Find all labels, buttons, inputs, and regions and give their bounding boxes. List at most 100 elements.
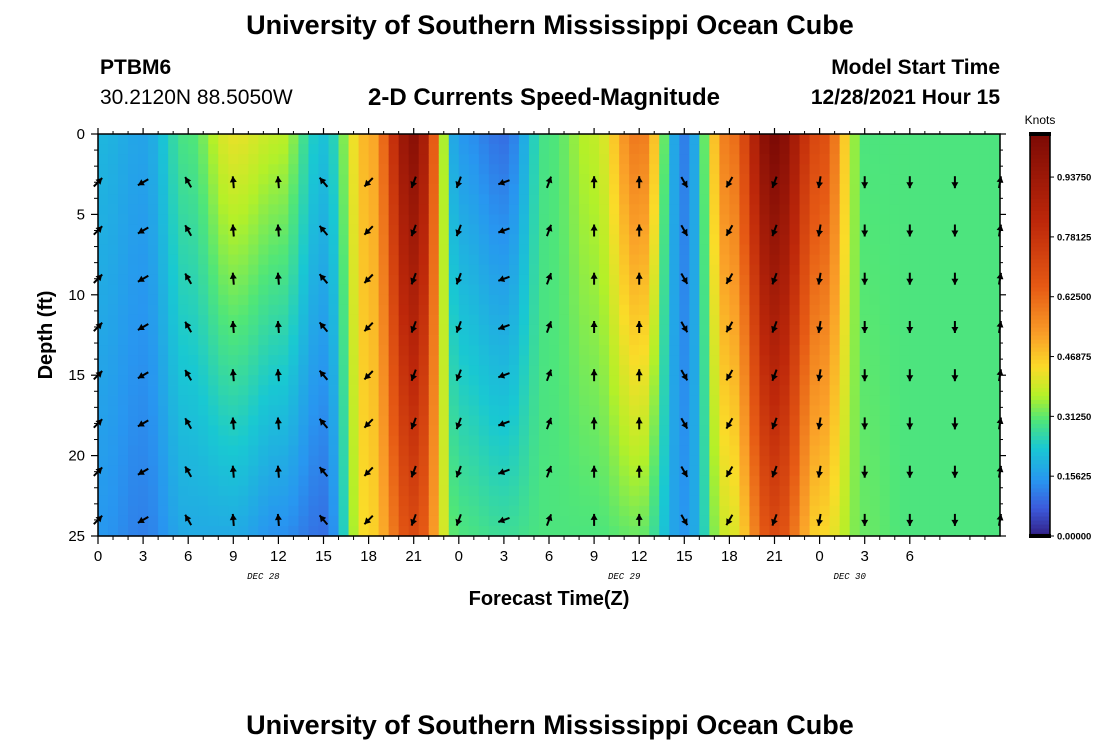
heatmap-cell — [178, 284, 189, 296]
heatmap-cell — [809, 485, 821, 497]
heatmap-cell — [448, 194, 460, 205]
heatmap-cell — [859, 455, 871, 467]
heatmap-cell — [609, 445, 620, 457]
heatmap-cell — [308, 345, 320, 356]
heatmap-cell — [579, 485, 590, 497]
heatmap-cell — [749, 365, 761, 376]
heatmap-cell — [418, 324, 430, 336]
heatmap-cell — [248, 435, 259, 447]
heatmap-cell — [298, 505, 310, 517]
heatmap-cell — [138, 284, 149, 296]
heatmap-cell — [348, 505, 360, 517]
heatmap-cell — [569, 405, 580, 416]
heatmap-cell — [348, 214, 360, 226]
heatmap-cell — [298, 284, 310, 296]
current-arrow — [497, 420, 510, 427]
heatmap-cell — [639, 204, 650, 215]
heatmap-cell — [959, 314, 971, 326]
heatmap-cell — [168, 345, 179, 356]
heatmap-cell — [679, 214, 690, 226]
heatmap-cell — [438, 465, 450, 477]
heatmap-cell — [218, 264, 229, 276]
heatmap-cell — [659, 505, 670, 517]
heatmap-cell — [659, 304, 670, 316]
heatmap-cell — [438, 475, 450, 487]
colorbar-tick-label: 0.31250 — [1057, 412, 1091, 423]
heatmap-cell — [959, 365, 971, 376]
heatmap-cell — [639, 284, 650, 296]
heatmap-cell — [879, 314, 891, 326]
heatmap-cell — [709, 324, 720, 336]
heatmap-cell — [198, 144, 209, 155]
heatmap-cell — [889, 475, 901, 487]
heatmap-cell — [669, 355, 680, 366]
heatmap-cell — [749, 465, 761, 477]
colorbar-cell — [1030, 278, 1050, 284]
heatmap-cell — [408, 375, 420, 386]
heatmap-cell — [218, 455, 229, 467]
heatmap-cell — [298, 164, 310, 175]
heatmap-cell — [398, 294, 410, 306]
heatmap-cell — [559, 425, 570, 437]
heatmap-cell — [649, 284, 660, 296]
heatmap-cell — [148, 495, 159, 507]
heatmap-cell — [549, 465, 560, 477]
heatmap-cell — [709, 184, 720, 195]
heatmap-cell — [288, 264, 300, 276]
heatmap-cell — [158, 385, 169, 396]
heatmap-cell — [368, 435, 380, 447]
heatmap-cell — [428, 505, 440, 517]
heatmap-cell — [759, 345, 771, 356]
heatmap-cell — [228, 455, 239, 467]
heatmap-cell — [949, 294, 961, 306]
heatmap-cell — [268, 375, 279, 386]
x-tick-label: 6 — [906, 548, 914, 565]
heatmap-cell — [388, 254, 400, 266]
heatmap-cell — [989, 405, 1001, 416]
heatmap-cell — [659, 515, 670, 527]
heatmap-cell — [989, 455, 1001, 467]
heatmap-cell — [498, 264, 510, 276]
heatmap-cell — [318, 495, 330, 507]
heatmap-cell — [669, 435, 680, 447]
heatmap-cell — [589, 505, 600, 517]
heatmap-cell — [278, 385, 290, 396]
heatmap-cell — [619, 455, 630, 467]
heatmap-cell — [659, 154, 670, 165]
current-arrow — [545, 465, 553, 478]
heatmap-cell — [919, 335, 931, 346]
x-tick-label: 0 — [455, 548, 463, 565]
heatmap-cell — [619, 174, 630, 185]
heatmap-cell — [729, 395, 741, 406]
heatmap-cell — [498, 134, 510, 145]
heatmap-cell — [508, 425, 520, 437]
colorbar-cell — [1030, 395, 1050, 400]
heatmap-cell — [238, 134, 249, 145]
heatmap-cell — [248, 174, 259, 185]
heatmap-cell — [699, 445, 710, 457]
heatmap-cell — [619, 365, 630, 376]
heatmap-cell — [468, 284, 480, 296]
heatmap-cell — [969, 144, 981, 155]
heatmap-cell — [528, 154, 540, 165]
y-tick-label: 0 — [77, 126, 85, 143]
heatmap-cell — [879, 304, 891, 316]
heatmap-cell — [739, 405, 751, 416]
heatmap-cell — [98, 304, 109, 316]
heatmap-cell — [659, 164, 670, 175]
heatmap-cell — [368, 164, 380, 175]
heatmap-cell — [168, 154, 179, 165]
heatmap-cell — [879, 214, 891, 226]
heatmap-cell — [879, 224, 891, 236]
heatmap-cell — [118, 294, 129, 306]
heatmap-cell — [268, 525, 279, 537]
heatmap-cell — [759, 335, 771, 346]
heatmap-cell — [639, 254, 650, 266]
heatmap-cell — [358, 445, 370, 457]
heatmap-cell — [158, 274, 169, 286]
heatmap-cell — [168, 294, 179, 306]
heatmap-cell — [168, 144, 179, 155]
heatmap-cell — [699, 525, 710, 537]
heatmap-cell — [418, 244, 430, 256]
heatmap-cell — [138, 134, 149, 145]
